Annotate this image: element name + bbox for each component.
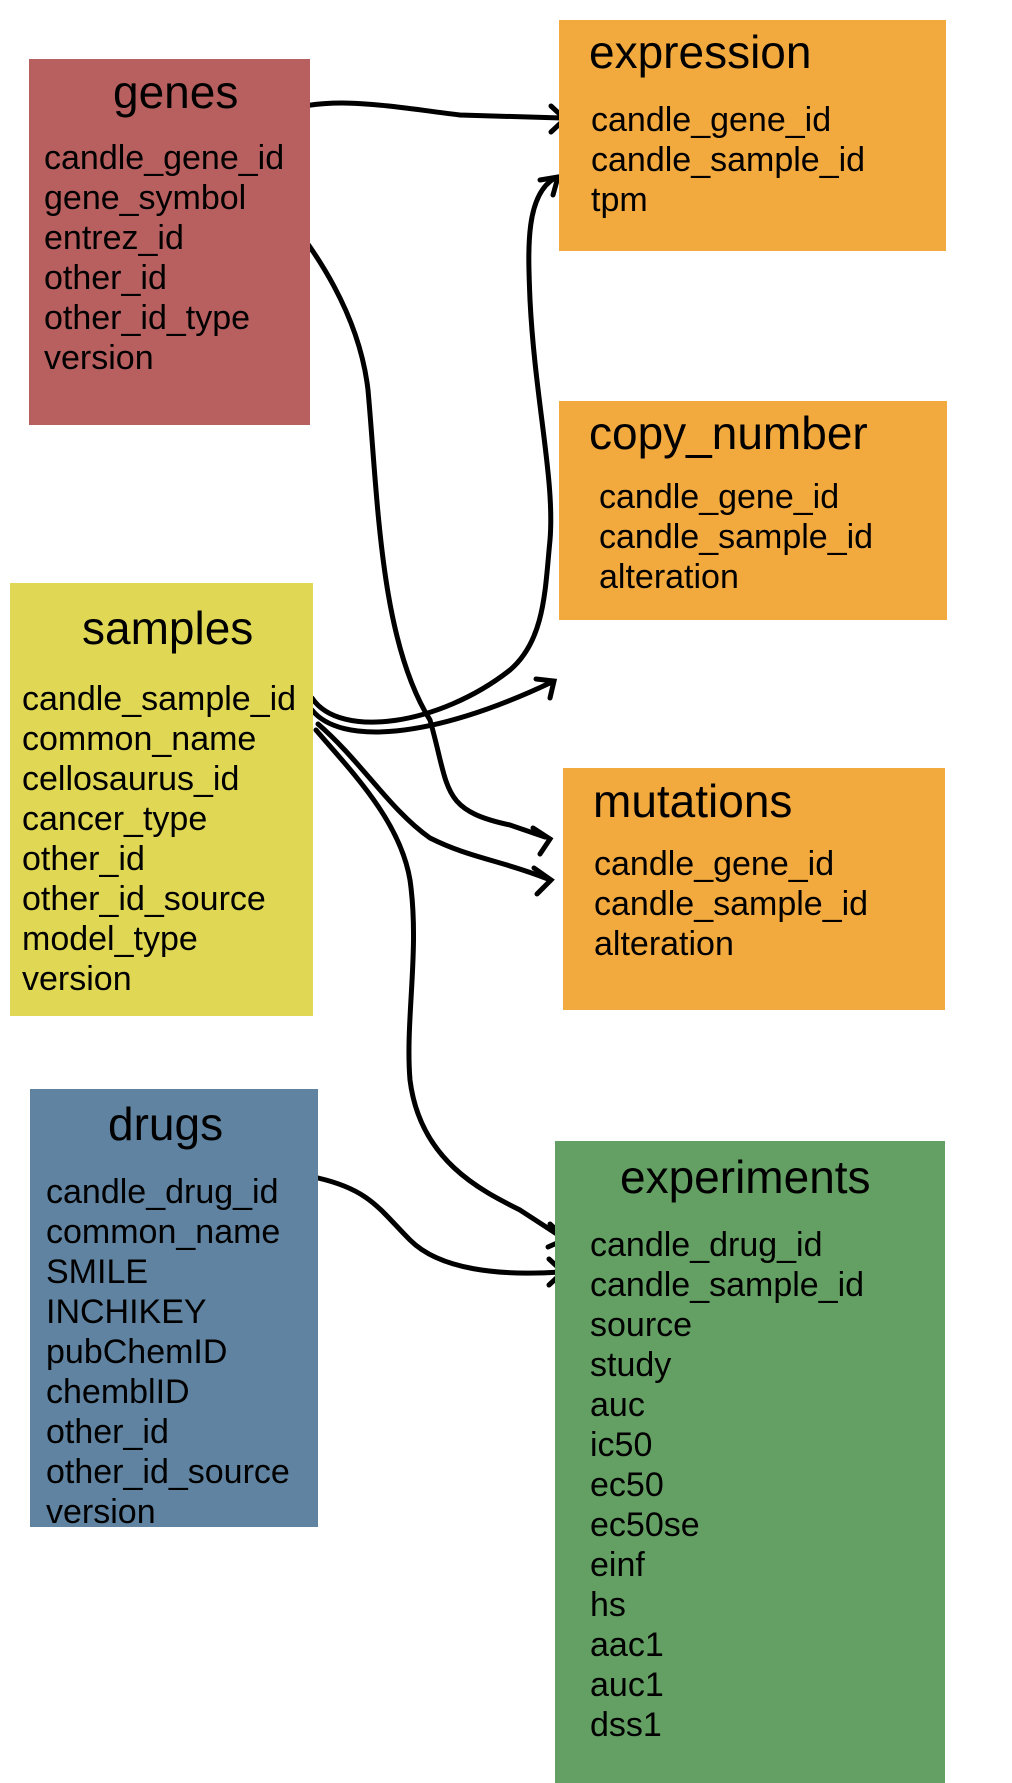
mutations-table: mutations candle_gene_id candle_sample_i… bbox=[563, 768, 945, 1010]
genes-table-title: genes bbox=[113, 66, 239, 118]
field-candle-sample-id: candle_sample_id bbox=[594, 885, 869, 923]
field-cellosaurus-id: cellosaurus_id bbox=[22, 760, 240, 798]
field-gene-symbol: gene_symbol bbox=[44, 179, 247, 217]
copy-number-table-title: copy_number bbox=[589, 407, 868, 459]
arrowhead-mutations-genes bbox=[530, 825, 554, 857]
experiments-field-list: candle_drug_id candle_sample_id source s… bbox=[590, 1225, 864, 1745]
field-candle-sample-id: candle_sample_id bbox=[591, 141, 866, 179]
field-other-id-source: other_id_source bbox=[22, 880, 266, 918]
experiments-table: experiments candle_drug_id candle_sample… bbox=[555, 1141, 945, 1783]
field-source: source bbox=[590, 1306, 693, 1344]
field-dss1: dss1 bbox=[590, 1706, 662, 1744]
field-aac1: aac1 bbox=[590, 1626, 664, 1664]
field-common-name: common_name bbox=[22, 720, 257, 758]
field-ic50: ic50 bbox=[590, 1426, 653, 1464]
genes-field-list: candle_gene_id gene_symbol entrez_id oth… bbox=[44, 138, 284, 378]
arrow-samples-to-mutations bbox=[315, 721, 551, 882]
field-other-id: other_id bbox=[22, 840, 145, 878]
field-pubchemid: pubChemID bbox=[46, 1333, 228, 1371]
drugs-table-title: drugs bbox=[108, 1098, 224, 1150]
field-einf: einf bbox=[590, 1546, 645, 1584]
field-smile: SMILE bbox=[46, 1253, 149, 1291]
field-alteration: alteration bbox=[599, 558, 739, 596]
field-alteration: alteration bbox=[594, 925, 734, 963]
arrowhead-mutations-samples bbox=[531, 865, 555, 897]
field-other-id: other_id bbox=[46, 1413, 169, 1451]
field-chemblid: chemblID bbox=[46, 1373, 190, 1411]
field-model-type: model_type bbox=[22, 920, 198, 958]
field-study: study bbox=[590, 1346, 672, 1384]
mutations-table-title: mutations bbox=[593, 775, 793, 827]
field-other-id-type: other_id_type bbox=[44, 299, 251, 337]
mutations-field-list: candle_gene_id candle_sample_id alterati… bbox=[594, 844, 868, 964]
arrow-samples-to-expression bbox=[309, 175, 558, 725]
samples-field-list: candle_sample_id common_name cellosaurus… bbox=[22, 679, 296, 999]
copy-number-field-list: candle_gene_id candle_sample_id alterati… bbox=[599, 477, 873, 597]
field-other-id-source: other_id_source bbox=[46, 1453, 290, 1491]
field-candle-sample-id: candle_sample_id bbox=[22, 680, 297, 718]
field-version: version bbox=[44, 339, 154, 377]
drugs-table: drugs candle_drug_id common_name SMILE I… bbox=[30, 1089, 318, 1531]
copy-number-table: copy_number candle_gene_id candle_sample… bbox=[559, 401, 947, 620]
field-candle-sample-id: candle_sample_id bbox=[590, 1266, 865, 1304]
arrowhead-expression-samples bbox=[537, 173, 562, 198]
field-auc1: auc1 bbox=[590, 1666, 664, 1704]
field-inchikey: INCHIKEY bbox=[46, 1293, 207, 1331]
field-tpm: tpm bbox=[591, 181, 648, 219]
field-ec50se: ec50se bbox=[590, 1506, 700, 1544]
field-candle-gene-id: candle_gene_id bbox=[594, 845, 835, 883]
field-auc: auc bbox=[590, 1386, 645, 1424]
field-version: version bbox=[22, 960, 132, 998]
samples-table: samples candle_sample_id common_name cel… bbox=[10, 583, 313, 1016]
field-hs: hs bbox=[590, 1586, 626, 1624]
arrow-drugs-to-experiments bbox=[315, 1175, 563, 1276]
arrow-samples-to-copy-number bbox=[309, 679, 555, 735]
field-ec50: ec50 bbox=[590, 1466, 664, 1504]
field-entrez-id: entrez_id bbox=[44, 219, 184, 257]
expression-table: expression candle_gene_id candle_sample_… bbox=[559, 20, 946, 251]
expression-field-list: candle_gene_id candle_sample_id tpm bbox=[591, 100, 865, 220]
field-candle-gene-id: candle_gene_id bbox=[591, 101, 832, 139]
samples-table-title: samples bbox=[82, 602, 254, 654]
field-version: version bbox=[46, 1493, 156, 1531]
genes-table: genes candle_gene_id gene_symbol entrez_… bbox=[29, 59, 310, 425]
field-candle-drug-id: candle_drug_id bbox=[590, 1226, 823, 1264]
field-common-name: common_name bbox=[46, 1213, 281, 1251]
experiments-table-title: experiments bbox=[620, 1151, 871, 1203]
arrow-samples-to-experiments bbox=[313, 727, 566, 1241]
arrowhead-copy-number bbox=[533, 676, 558, 701]
field-candle-drug-id: candle_drug_id bbox=[46, 1173, 279, 1211]
field-candle-sample-id: candle_sample_id bbox=[599, 518, 874, 556]
drugs-field-list: candle_drug_id common_name SMILE INCHIKE… bbox=[46, 1172, 290, 1532]
expression-table-title: expression bbox=[589, 26, 812, 78]
field-cancer-type: cancer_type bbox=[22, 800, 208, 838]
field-candle-gene-id: candle_gene_id bbox=[44, 139, 285, 177]
arrow-genes-to-expression bbox=[273, 100, 565, 121]
field-other-id: other_id bbox=[44, 259, 167, 297]
field-candle-gene-id: candle_gene_id bbox=[599, 478, 840, 516]
